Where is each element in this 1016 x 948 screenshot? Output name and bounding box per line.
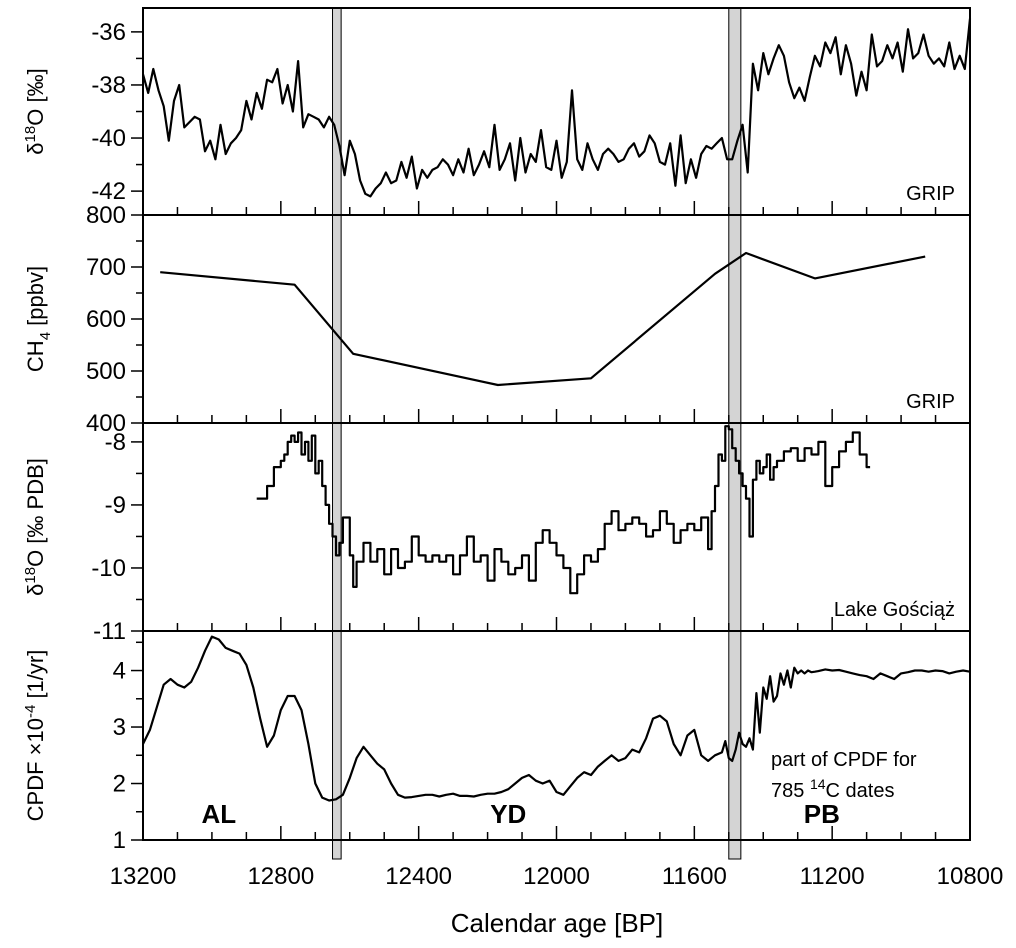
series-line-goscia-d18o <box>256 425 871 595</box>
panel-cpdf: 1 2 3 4 CPDF ×10-4 [1/yr] part of CPDF for 785… <box>22 630 971 854</box>
panel-annotation: Lake Gościąż <box>834 599 955 621</box>
x-tick-label: 12000 <box>523 863 590 890</box>
x-tick-label: 12800 <box>247 863 314 890</box>
series-line-grip-ch4 <box>160 251 926 387</box>
panel-frame <box>142 630 971 841</box>
y-tick-label: -11 <box>93 618 126 645</box>
zone-label-al: AL <box>201 799 236 829</box>
y-tick-label: -40 <box>91 125 126 152</box>
panel-frame <box>142 214 971 424</box>
x-tick-label: 10800 <box>937 863 1004 890</box>
y-tick-label: 400 <box>86 410 126 437</box>
y-tick-label: -10 <box>91 555 126 582</box>
x-axis: 13200 12800 12400 12000 11600 11200 10800 <box>110 863 1004 890</box>
panel-goscia-d18o: -11 -10 -9 -8 δ18O [‰ PDB] Lake Gościąż <box>22 422 971 645</box>
cpdf-annotation-line1: part of CPDF for <box>771 749 917 771</box>
y-tick-label: 4 <box>113 658 126 685</box>
x-tick-label: 13200 <box>110 863 177 890</box>
y-axis-label: CPDF ×10-4 [1/yr] <box>22 650 48 822</box>
x-tick-label: 11200 <box>800 863 865 890</box>
y-axis-label: δ18O [‰ PDB] <box>22 458 48 596</box>
cpdf-annotation-line2: 785 14C dates <box>771 776 894 802</box>
y-tick-label: 700 <box>86 254 126 281</box>
x-tick-label: 12400 <box>385 863 452 890</box>
y-tick-label: -42 <box>91 178 126 205</box>
y-tick-label: -9 <box>105 492 126 519</box>
zone-label-pb: PB <box>804 799 840 829</box>
y-axis-label: δ18O [‰] <box>22 68 48 154</box>
series-line-cpdf <box>142 635 971 802</box>
panel-annotation: GRIP <box>906 183 955 205</box>
y-axis-label: CH4 [ppbv] <box>23 266 54 372</box>
y-tick-label: 500 <box>86 358 126 385</box>
y-tick-label: -38 <box>91 72 126 99</box>
x-axis-label: Calendar age [BP] <box>451 908 663 938</box>
panel-grip-ch4: 400 500 600 700 800 CH4 [ppbv] GRIP <box>23 202 971 437</box>
y-tick-label: 3 <box>113 714 126 741</box>
y-tick-label: 800 <box>86 202 126 229</box>
zone-label-yd: YD <box>490 799 526 829</box>
y-tick-label: -36 <box>91 19 126 46</box>
y-tick-label: 1 <box>113 827 126 854</box>
y-tick-label: 2 <box>113 771 126 798</box>
panel-annotation: GRIP <box>906 391 955 413</box>
y-tick-label: 600 <box>86 306 126 333</box>
panel-grip-d18o: -42 -40 -38 -36 δ18O [‰] GRIP <box>22 7 972 216</box>
series-line-grip-d18o <box>141 18 972 198</box>
panel-frame <box>142 7 971 216</box>
y-tick-label: -8 <box>105 429 126 456</box>
x-tick-label: 11600 <box>662 863 727 890</box>
